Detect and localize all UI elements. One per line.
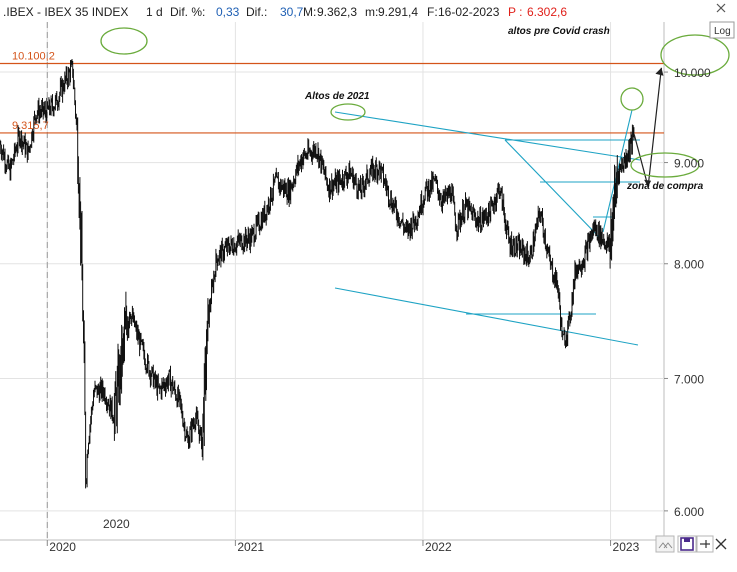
p-label: P : [508, 5, 522, 19]
projection-path [633, 67, 664, 187]
log-toggle[interactable]: Log [709, 21, 735, 39]
x-axis-ticks: 2020 2021 2022 2023 [46, 540, 640, 554]
window-close-icon[interactable] [715, 538, 727, 550]
level-label: 10.100,2 [12, 50, 55, 62]
log-label: Log [714, 26, 731, 37]
grid [0, 22, 664, 540]
min-label: m: [365, 5, 378, 19]
x-tick-label: 2021 [237, 540, 264, 554]
min-value: 9.291,4 [378, 5, 418, 19]
y-tick-label: 9.000 [674, 157, 704, 171]
price-bars [0, 59, 635, 489]
annotation-2021-high: Altos de 2021 [304, 91, 370, 102]
diff-value: 30,7 [280, 5, 304, 19]
trendlines [334, 109, 641, 346]
x-tick-label: 2022 [425, 540, 452, 554]
period-label: 1 d [146, 5, 163, 19]
y-axis-ticks: 6.000 7.000 8.000 9.000 10.000 [664, 66, 711, 519]
inline-date-label: 2020 [103, 517, 130, 531]
p-value: 6.302,6 [527, 5, 567, 19]
chart-header: .IBEX - IBEX 35 INDEX 1 d Dif. %: 0,33 D… [3, 3, 726, 19]
x-tick-label: 2023 [613, 540, 640, 554]
double-chevron-icon[interactable] [655, 535, 675, 553]
max-label: M: [303, 5, 316, 19]
diff-pct-label: Dif. %: [170, 5, 205, 19]
high-2021-ellipse [330, 103, 366, 121]
lower-channel-line [334, 287, 639, 346]
annotation-pre-covid-high: altos pre Covid crash [508, 26, 610, 37]
save-icon[interactable] [677, 535, 697, 553]
y-tick-label: 6.000 [674, 505, 704, 519]
target-ellipse [660, 34, 730, 76]
close-icon[interactable] [716, 3, 726, 13]
y-tick-label: 10.000 [674, 66, 711, 80]
current-high-ellipse [620, 87, 644, 111]
diff-pct-value: 0,33 [216, 5, 240, 19]
covid-high-ellipse [100, 27, 148, 55]
buy-zone-ellipse [630, 152, 700, 178]
projection-line [633, 67, 662, 187]
y-tick-label: 8.000 [674, 258, 704, 272]
projection-arrowhead [655, 67, 664, 76]
level-lines: 10.100,29.315,7 [0, 50, 664, 134]
upper-channel-line [334, 111, 641, 161]
x-tick-label: 2020 [49, 540, 76, 554]
date-value: 16-02-2023 [438, 5, 500, 19]
highlight-ellipses [100, 27, 730, 178]
pin-icon[interactable] [696, 535, 714, 553]
projection-arrowhead-down [644, 179, 652, 187]
down-trend-line [504, 139, 601, 239]
date-label: F: [427, 5, 438, 19]
y-tick-label: 7.000 [674, 372, 704, 386]
diff-label: Dif.: [246, 5, 267, 19]
ticker-label: .IBEX - IBEX 35 INDEX [3, 5, 128, 19]
max-value: 9.362,3 [317, 5, 357, 19]
annotation-buy-zone: zona de compra [626, 181, 704, 192]
